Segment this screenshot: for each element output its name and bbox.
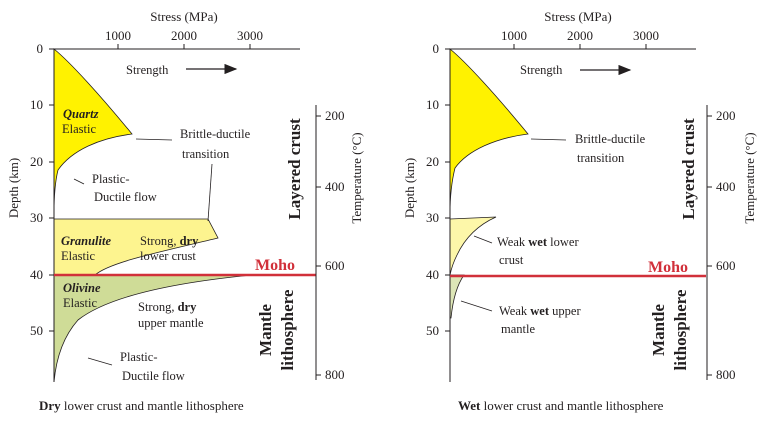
right-stress-tick-1000: 1000: [501, 28, 527, 43]
granulite-label: Granulite: [61, 234, 111, 248]
right-mantle-label: Mantle: [649, 304, 668, 356]
left-brittle-ductile-text-2: transition: [182, 147, 230, 161]
left-temperature-axis-title: Temperature (°C): [349, 132, 364, 223]
right-temp-tick-400: 400: [716, 179, 736, 194]
olivine-envelope: [53, 274, 253, 383]
left-temp-tick-600: 600: [325, 258, 345, 273]
weak-wet-crust-text-2: crust: [499, 253, 524, 267]
right-depth-tick-10: 10: [426, 97, 439, 112]
olivine-label: Olivine: [63, 281, 101, 295]
left-stress-tick-3000: 3000: [237, 28, 263, 43]
left-depth-ticks: [49, 48, 54, 332]
right-depth-tick-40: 40: [426, 267, 439, 282]
strong-dry-crust-text-1: Strong, dry: [140, 234, 199, 248]
right-strength-label: Strength: [520, 63, 563, 77]
right-brittle-ductile-text-2: transition: [577, 151, 625, 165]
left-lithosphere-label: lithosphere: [278, 289, 297, 370]
left-plastic-lower-leader: [87, 357, 113, 366]
olivine-rheology-label: Elastic: [63, 296, 97, 310]
left-plastic-lower-text-1: Plastic-: [120, 350, 158, 364]
left-moho-label: Moho: [255, 257, 295, 274]
right-brittle-ductile-leader: [530, 138, 567, 141]
right-depth-ticks: [445, 48, 450, 332]
right-stress-ticks: [513, 44, 647, 49]
left-stress-ticks: [117, 44, 251, 49]
right-panel-wet: Stress (MPa) 1000 2000 3000 0 10 20 30 4…: [402, 9, 757, 413]
left-mantle-label: Mantle: [256, 304, 275, 356]
quartz-rheology-label: Elastic: [62, 122, 96, 136]
left-plastic-upper-text-1: Plastic-: [92, 172, 130, 186]
wet-quartz-envelope: [449, 48, 529, 215]
left-stress-axis-title: Stress (MPa): [150, 9, 218, 24]
wet-olivine-envelope: [449, 274, 465, 319]
right-caption: Wet lower crust and mantle lithosphere: [458, 398, 664, 413]
left-depth-axis-title: Depth (km): [6, 158, 21, 218]
left-brittle-ductile-text-1: Brittle-ductile: [180, 127, 251, 141]
left-depth-tick-40: 40: [30, 267, 43, 282]
left-temp-tick-200: 200: [325, 108, 345, 123]
right-temp-tick-800: 800: [716, 367, 736, 382]
right-stress-tick-3000: 3000: [633, 28, 659, 43]
weak-wet-crust-text-1: Weak wet lower: [497, 235, 579, 249]
left-plastic-upper-text-2: Ductile flow: [94, 190, 157, 204]
left-plastic-lower-text-2: Ductile flow: [122, 369, 185, 383]
left-temp-tick-400: 400: [325, 179, 345, 194]
wet-granulite-envelope: [449, 216, 497, 276]
right-temperature-axis-title: Temperature (°C): [742, 132, 757, 223]
left-depth-tick-20: 20: [30, 154, 43, 169]
left-depth-tick-0: 0: [37, 41, 44, 56]
left-transition-leader: [207, 163, 213, 222]
right-stress-axis-title: Stress (MPa): [544, 9, 612, 24]
right-depth-tick-50: 50: [426, 323, 439, 338]
left-caption: Dry lower crust and mantle lithosphere: [39, 398, 244, 413]
strong-dry-mantle-text-2: upper mantle: [138, 316, 204, 330]
left-layered-crust-label: Layered crust: [285, 118, 304, 220]
left-strength-label: Strength: [126, 63, 169, 77]
right-lithosphere-label: lithosphere: [671, 289, 690, 370]
right-stress-tick-2000: 2000: [567, 28, 593, 43]
right-depth-tick-20: 20: [426, 154, 439, 169]
quartz-envelope: [53, 48, 133, 215]
weak-wet-mantle-text-1: Weak wet upper: [499, 304, 581, 318]
weak-mantle-leader: [460, 300, 493, 312]
left-depth-tick-10: 10: [30, 97, 43, 112]
right-temp-tick-200: 200: [716, 108, 736, 123]
strong-dry-mantle-text-1: Strong, dry: [138, 300, 197, 314]
right-brittle-ductile-text-1: Brittle-ductile: [575, 132, 646, 146]
left-depth-tick-50: 50: [30, 323, 43, 338]
left-temperature-ticks: [316, 115, 321, 376]
right-depth-axis-title: Depth (km): [402, 158, 417, 218]
granulite-rheology-label: Elastic: [61, 249, 95, 263]
strong-dry-crust-text-2: lower crust: [140, 249, 196, 263]
left-plastic-upper-leader: [73, 178, 85, 185]
left-panel-dry: Stress (MPa) 1000 2000 3000 0 10 20 30 4…: [6, 9, 364, 413]
left-depth-tick-30: 30: [30, 210, 43, 225]
quartz-label: Quartz: [63, 107, 99, 121]
right-depth-tick-0: 0: [433, 41, 440, 56]
right-layered-crust-label: Layered crust: [679, 118, 698, 220]
weak-wet-mantle-text-2: mantle: [501, 322, 535, 336]
right-temperature-ticks: [707, 115, 712, 376]
left-temp-tick-800: 800: [325, 367, 345, 382]
left-stress-tick-2000: 2000: [171, 28, 197, 43]
left-brittle-ductile-leader: [135, 138, 173, 141]
right-depth-tick-30: 30: [426, 210, 439, 225]
right-temp-tick-600: 600: [716, 258, 736, 273]
left-stress-tick-1000: 1000: [105, 28, 131, 43]
right-moho-label: Moho: [648, 259, 688, 276]
weak-crust-leader: [473, 235, 493, 244]
